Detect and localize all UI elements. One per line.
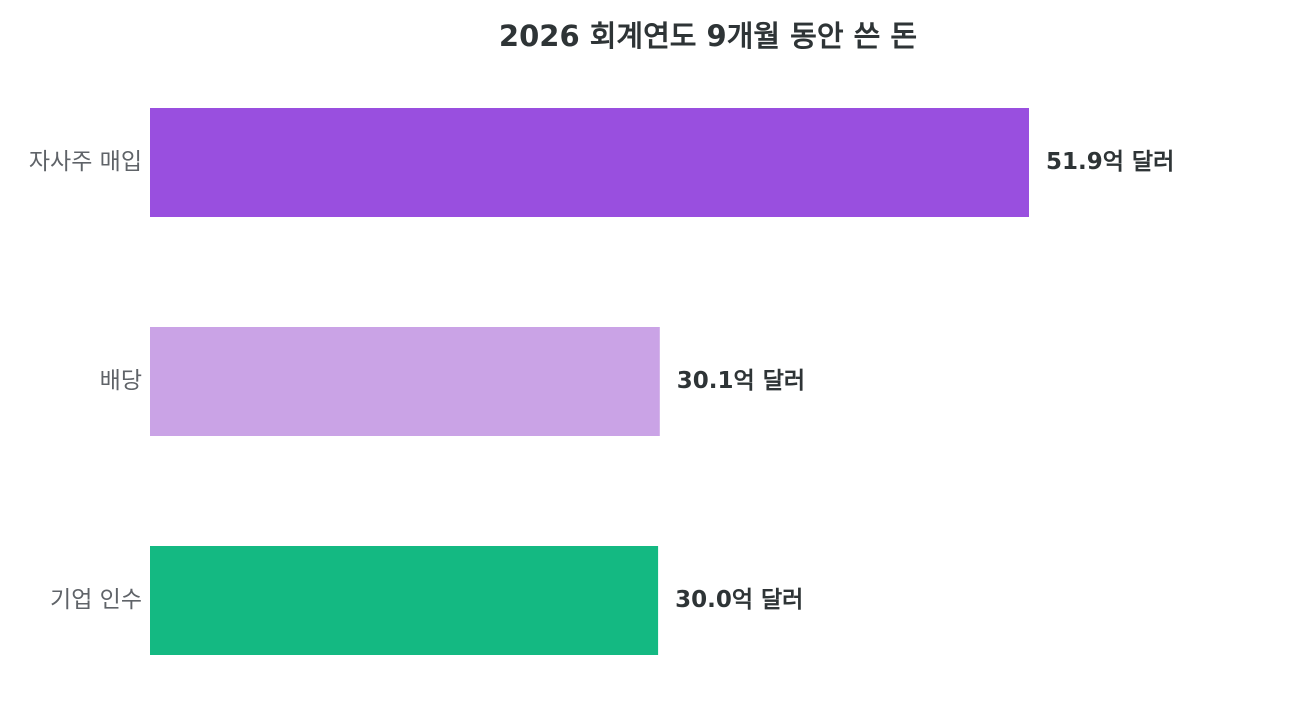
bars-group: [150, 108, 1029, 655]
bar-0: [150, 108, 1029, 217]
bar-2: [150, 546, 659, 655]
value-label-1: 30.1억 달러: [677, 368, 805, 394]
category-label-0: 자사주 매입: [29, 149, 142, 175]
category-label-1: 배당: [100, 368, 142, 394]
chart-title: 2026 회계연도 9개월 동안 쓴 돈: [499, 19, 917, 53]
bar-1: [150, 327, 660, 436]
category-label-2: 기업 인수: [50, 587, 142, 613]
value-label-2: 30.0억 달러: [675, 587, 803, 613]
value-label-0: 51.9억 달러: [1046, 149, 1174, 175]
value-labels-group: 51.9억 달러 30.1억 달러 30.0억 달러: [675, 149, 1174, 613]
